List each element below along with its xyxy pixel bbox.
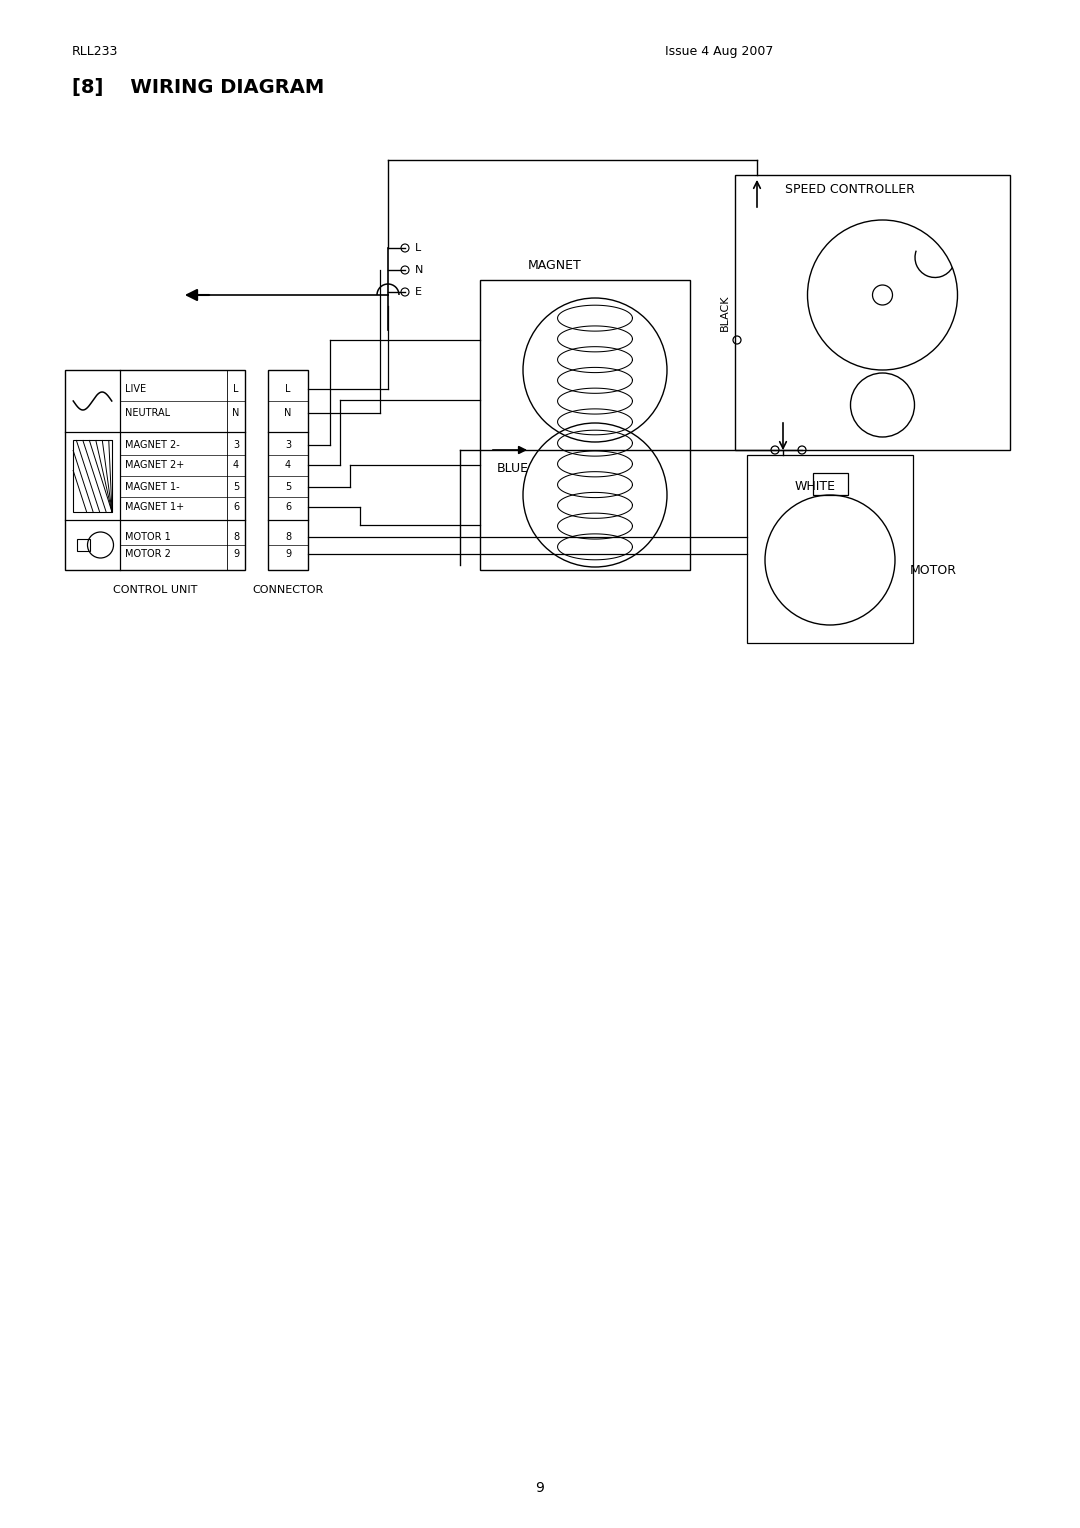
- Text: N: N: [415, 264, 423, 275]
- Text: 6: 6: [285, 501, 292, 512]
- Text: 3: 3: [285, 440, 292, 451]
- Text: MOTOR 2: MOTOR 2: [125, 549, 171, 559]
- Text: Issue 4 Aug 2007: Issue 4 Aug 2007: [665, 44, 773, 58]
- Text: L: L: [415, 243, 421, 254]
- Text: [8]    WIRING DIAGRAM: [8] WIRING DIAGRAM: [72, 78, 324, 96]
- Text: MAGNET 2-: MAGNET 2-: [125, 440, 179, 451]
- Text: 9: 9: [536, 1481, 544, 1494]
- Text: NEUTRAL: NEUTRAL: [125, 408, 171, 419]
- Bar: [747, 455, 913, 643]
- Bar: [735, 176, 1010, 451]
- Text: BLACK: BLACK: [720, 295, 730, 330]
- Text: 9: 9: [285, 549, 292, 559]
- Text: CONTROL UNIT: CONTROL UNIT: [112, 585, 198, 594]
- Text: MAGNET 1+: MAGNET 1+: [125, 501, 184, 512]
- Text: 4: 4: [285, 460, 292, 471]
- Text: BLUE: BLUE: [497, 461, 529, 475]
- Text: WHITE: WHITE: [795, 480, 836, 494]
- Text: L: L: [285, 384, 291, 394]
- Text: MOTOR 1: MOTOR 1: [125, 532, 171, 541]
- Text: L: L: [233, 384, 239, 394]
- Text: MAGNET 2+: MAGNET 2+: [125, 460, 185, 471]
- Text: N: N: [232, 408, 240, 419]
- Text: 8: 8: [233, 532, 239, 541]
- Bar: [77, 539, 90, 552]
- Text: 9: 9: [233, 549, 239, 559]
- Text: E: E: [415, 287, 422, 296]
- Bar: [813, 474, 848, 495]
- Text: 5: 5: [285, 481, 292, 492]
- Text: LIVE: LIVE: [125, 384, 146, 394]
- Text: MAGNET 1-: MAGNET 1-: [125, 481, 179, 492]
- Text: 3: 3: [233, 440, 239, 451]
- Bar: [480, 280, 690, 570]
- Text: CONNECTOR: CONNECTOR: [253, 585, 324, 594]
- Text: N: N: [284, 408, 292, 419]
- Bar: [268, 370, 308, 570]
- Text: MOTOR: MOTOR: [910, 564, 957, 576]
- Bar: [73, 440, 112, 512]
- Text: RLL233: RLL233: [72, 44, 119, 58]
- Text: 5: 5: [233, 481, 239, 492]
- Bar: [65, 370, 245, 570]
- Text: MAGNET: MAGNET: [528, 260, 582, 272]
- Text: 6: 6: [233, 501, 239, 512]
- Text: 8: 8: [285, 532, 292, 541]
- Text: SPEED CONTROLLER: SPEED CONTROLLER: [785, 183, 915, 196]
- Text: 4: 4: [233, 460, 239, 471]
